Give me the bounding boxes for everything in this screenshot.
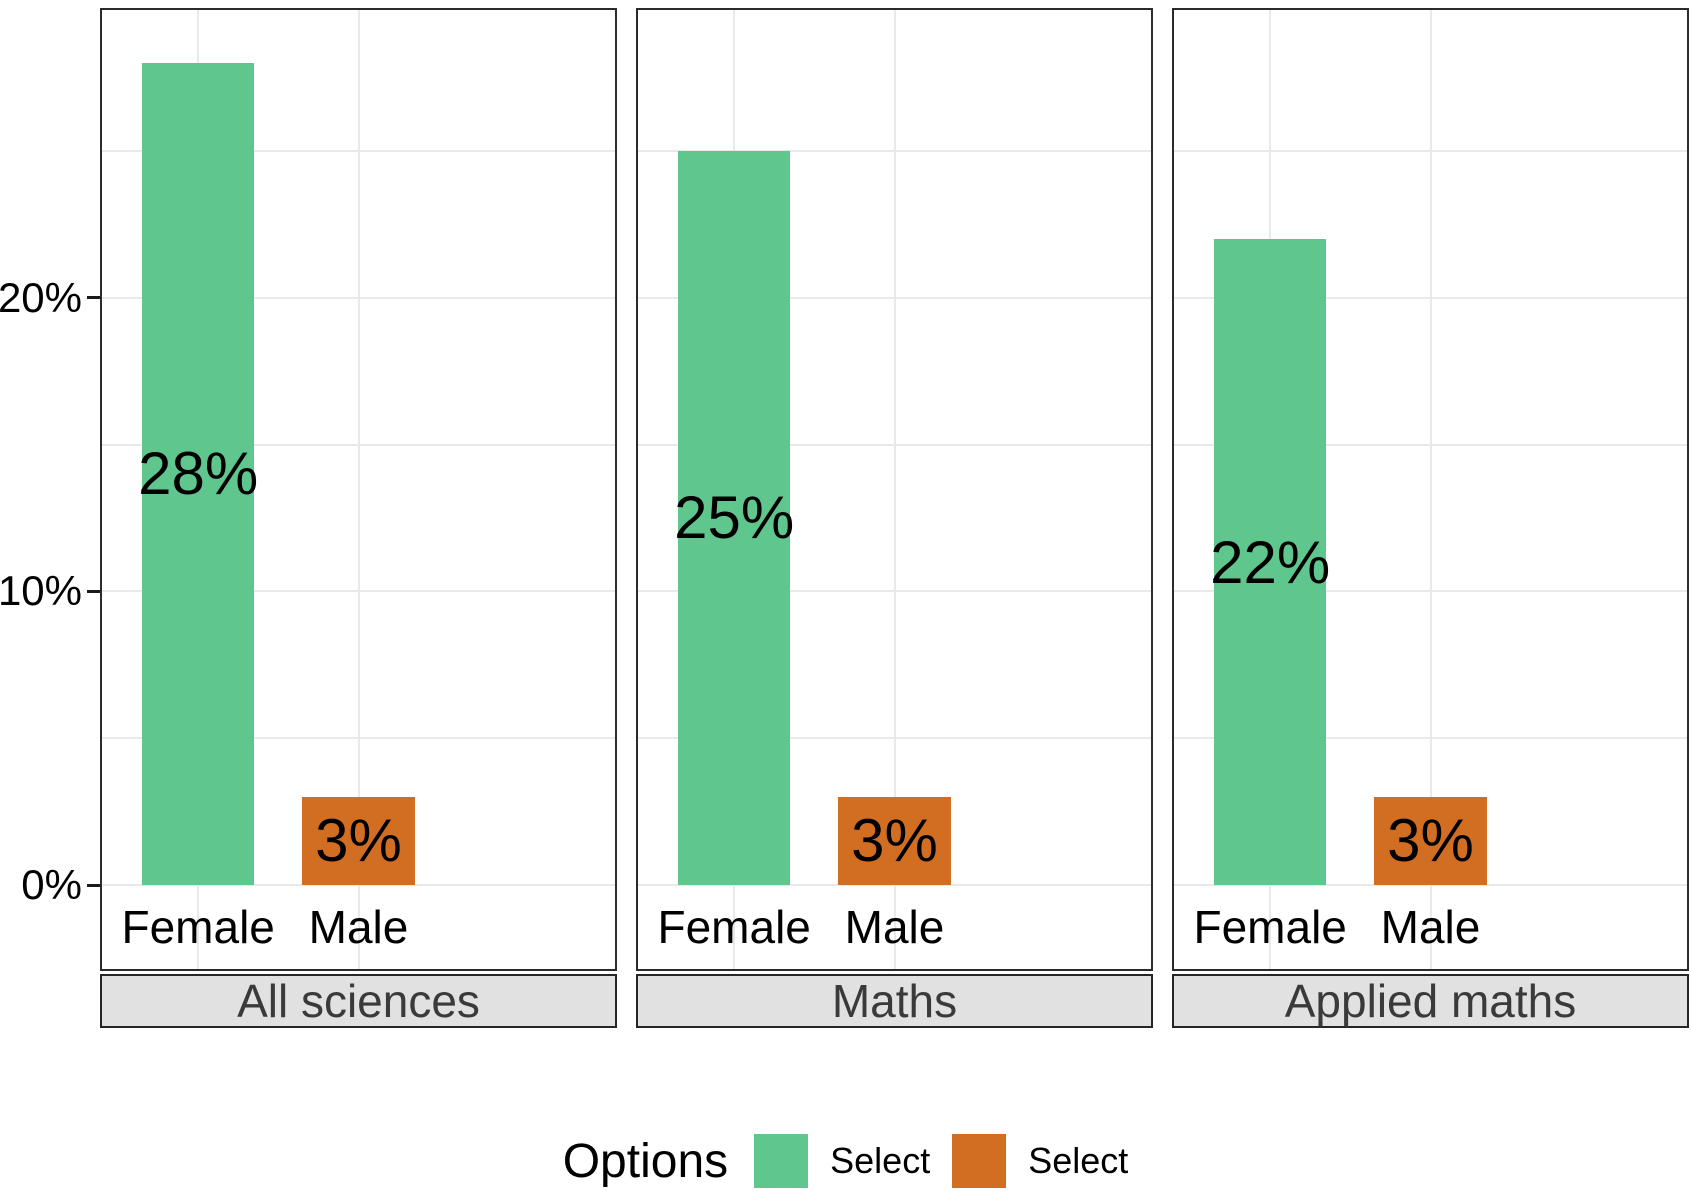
legend-label-select-green: Select <box>830 1140 931 1181</box>
bar-value-label: 25% <box>674 484 795 552</box>
legend-swatch-orange-icon <box>952 1134 1007 1188</box>
gridline-horizontal <box>1174 296 1687 299</box>
category-label-female: Female <box>657 901 811 953</box>
gridline-horizontal <box>638 737 1151 740</box>
bar-value-label: 28% <box>138 440 259 508</box>
facet-panels: 28% 3% Female Male All sciences 25% 3% Female Ma… <box>100 8 1689 1028</box>
legend-title: Options <box>562 1134 729 1188</box>
bar-value-label: 3% <box>851 807 938 875</box>
y-axis: 0% 10% 20% <box>0 10 100 906</box>
gridline-vertical <box>357 10 360 969</box>
gridline-horizontal <box>102 296 615 299</box>
y-tick-label: 10% <box>0 567 82 615</box>
gridline-horizontal <box>638 884 1151 886</box>
y-tick-mark <box>87 589 100 593</box>
gridline-horizontal <box>638 590 1151 593</box>
bar-value-label: 3% <box>315 807 402 875</box>
bar-male: 3% <box>838 796 951 885</box>
panel-plot-area: 25% 3% Female Male <box>636 8 1153 971</box>
gridline-horizontal <box>638 149 1151 152</box>
facet-strip: Applied maths <box>1172 974 1689 1028</box>
plot-region: 22% 3% <box>1174 10 1687 886</box>
gridline-vertical <box>893 10 896 969</box>
bar-female: 22% <box>1210 239 1330 885</box>
category-label-male: Male <box>1380 901 1481 953</box>
gridline-horizontal <box>102 737 615 740</box>
gridline-horizontal <box>102 590 615 593</box>
gridline-horizontal <box>102 884 615 886</box>
category-label-female: Female <box>1193 901 1347 953</box>
facet-strip: All sciences <box>100 974 617 1028</box>
plot-region: 28% 3% <box>102 10 615 886</box>
facet-maths: 25% 3% Female Male Maths <box>636 8 1153 1028</box>
gridline-vertical <box>1429 10 1432 969</box>
bar-female: 25% <box>674 150 794 885</box>
bar-female: 28% <box>138 62 258 885</box>
y-tick-label: 20% <box>0 273 82 321</box>
y-tick-label: 0% <box>21 861 82 908</box>
legend: Options Select Select <box>0 1126 1691 1196</box>
plot-region: 25% 3% <box>638 10 1151 886</box>
bar-value-label: 3% <box>1387 807 1474 875</box>
category-label-female: Female <box>121 901 275 953</box>
category-label-male: Male <box>844 901 945 953</box>
gridline-horizontal <box>1174 884 1687 886</box>
facet-applied-maths: 22% 3% Female Male Applied maths <box>1172 8 1689 1028</box>
gridline-horizontal <box>638 443 1151 446</box>
legend-label-select-orange: Select <box>1028 1140 1129 1181</box>
category-axis-labels: Female Male <box>1174 885 1687 969</box>
facet-strip-label: All sciences <box>237 975 480 1027</box>
panel-plot-area: 28% 3% Female Male <box>100 8 617 971</box>
bar-male: 3% <box>1374 796 1487 885</box>
bar-value-label: 22% <box>1210 528 1331 596</box>
bar-male: 3% <box>302 796 415 885</box>
facet-strip-label: Maths <box>831 975 958 1027</box>
gridline-horizontal <box>102 443 615 446</box>
gridline-horizontal <box>102 149 615 152</box>
panel-plot-area: 22% 3% Female Male <box>1172 8 1689 971</box>
gridline-horizontal <box>1174 149 1687 152</box>
facet-strip: Maths <box>636 974 1153 1028</box>
category-axis-labels: Female Male <box>638 885 1151 969</box>
facet-all-sciences: 28% 3% Female Male All sciences <box>100 8 617 1028</box>
gridline-horizontal <box>638 296 1151 299</box>
y-tick-mark <box>87 883 100 887</box>
gridline-horizontal <box>1174 737 1687 740</box>
gridline-horizontal <box>1174 443 1687 446</box>
category-axis-labels: Female Male <box>102 885 615 969</box>
gridline-horizontal <box>1174 590 1687 593</box>
legend-swatch-green-icon <box>754 1134 809 1188</box>
y-tick-mark <box>87 296 100 300</box>
facet-strip-label: Applied maths <box>1284 975 1577 1027</box>
category-label-male: Male <box>308 901 409 953</box>
